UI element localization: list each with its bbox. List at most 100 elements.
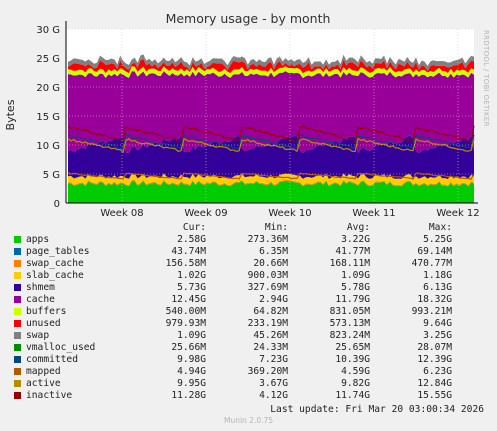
legend-swatch <box>14 392 21 399</box>
legend-cur-value: 156.58M <box>165 258 206 269</box>
legend-label: slab_cache <box>26 270 84 281</box>
series-shmem-area <box>68 135 474 180</box>
legend-cur-value: 9.98G <box>177 354 206 365</box>
legend-cur-value: 540.00M <box>165 306 206 317</box>
legend-label: unused <box>26 318 61 329</box>
plot-area: 0 5 G 10 G 15 G 20 G 25 G 30 G Week 08 Week 09 We… <box>36 21 480 219</box>
y-tick-label: 10 G <box>36 141 60 152</box>
legend-cur-value: 5.73G <box>177 282 206 293</box>
legend-max-value: 18.32G <box>417 294 452 305</box>
legend-swatch <box>14 236 21 243</box>
legend-avg-value: 11.74G <box>335 390 370 401</box>
legend-avg-value: 25.65M <box>335 342 370 353</box>
y-tick-label: 25 G <box>36 54 60 65</box>
legend-max-value: 28.07M <box>417 342 452 353</box>
legend-label: inactive <box>26 390 73 401</box>
legend-row-unused: unused 979.93M 233.19M 573.13M 9.64G <box>14 318 490 330</box>
legend-row-slab-cache: slab_cache 1.02G 900.03M 1.09G 1.18G <box>14 270 490 282</box>
legend-label: buffers <box>26 306 67 317</box>
legend-min-value: 369.20M <box>247 366 288 377</box>
legend-max-value: 69.14M <box>417 246 452 257</box>
legend-min-value: 3.67G <box>259 378 288 389</box>
y-tick-label: 30 G <box>36 25 60 36</box>
legend-avg-value: 9.82G <box>341 378 370 389</box>
legend-swatch <box>14 248 21 255</box>
legend-row-cache: cache 12.45G 2.94G 11.79G 18.32G <box>14 294 490 306</box>
legend-cur-value: 1.02G <box>177 270 206 281</box>
legend-swatch <box>14 260 21 267</box>
last-update: Last update: Fri Mar 20 03:00:34 2026 <box>270 404 484 415</box>
series-buffers-area <box>68 66 474 79</box>
legend-min-value: 24.33M <box>253 342 288 353</box>
rrdtool-watermark: RRDTOOL / TOBI OETIKER <box>482 30 490 127</box>
y-axis-label: Bytes <box>4 99 17 130</box>
legend-cur-value: 25.66M <box>171 342 206 353</box>
legend-min-value: 4.12G <box>259 390 288 401</box>
series-committed-line <box>67 133 475 151</box>
legend-row-inactive: inactive 11.28G 4.12G 11.74G 15.55G <box>14 390 490 402</box>
legend-swatch <box>14 272 21 279</box>
legend-avg-value: 3.22G <box>341 234 370 245</box>
series-apps-area <box>68 181 474 203</box>
legend-max-value: 993.21M <box>411 306 452 317</box>
series-active-line <box>67 137 475 154</box>
legend-min-value: 64.82M <box>253 306 288 317</box>
legend-label: page_tables <box>26 246 90 257</box>
y-tick-label: 0 <box>54 199 60 210</box>
legend-avg-value: 4.59G <box>341 366 370 377</box>
legend-min-value: 900.03M <box>247 270 288 281</box>
legend-max-value: 5.25G <box>423 234 452 245</box>
legend-swatch <box>14 308 21 315</box>
y-tick-label: 20 G <box>36 83 60 94</box>
legend-label: mapped <box>26 366 61 377</box>
legend-max-value: 12.84G <box>417 378 452 389</box>
x-tick-label: Week 09 <box>184 208 227 219</box>
legend-max-value: 470.77M <box>411 258 452 269</box>
legend-row-apps: apps 2.58G 273.36M 3.22G 5.25G <box>14 234 490 246</box>
legend-max-value: 3.25G <box>423 330 452 341</box>
legend-label: shmem <box>26 282 55 293</box>
legend-cur-value: 12.45G <box>171 294 206 305</box>
legend-label: committed <box>26 354 78 365</box>
x-tick-label: Week 08 <box>100 208 143 219</box>
x-tick-label: Week 11 <box>352 208 395 219</box>
legend-min-value: 233.19M <box>247 318 288 329</box>
legend-label: swap_cache <box>26 258 84 269</box>
legend-min-value: 327.69M <box>247 282 288 293</box>
legend-min-value: 273.36M <box>247 234 288 245</box>
legend-max-value: 6.23G <box>423 366 452 377</box>
legend-swatch <box>14 296 21 303</box>
legend-avg-value: 41.77M <box>335 246 370 257</box>
legend-cur-value: 9.95G <box>177 378 206 389</box>
legend-max-value: 1.18G <box>423 270 452 281</box>
legend-max-value: 15.55G <box>417 390 452 401</box>
legend-cur-value: 43.74M <box>171 246 206 257</box>
legend-cur-value: 979.93M <box>165 318 206 329</box>
legend-max-value: 6.13G <box>423 282 452 293</box>
legend-row-buffers: buffers 540.00M 64.82M 831.05M 993.21M <box>14 306 490 318</box>
legend-row-shmem: shmem 5.73G 327.69M 5.78G 6.13G <box>14 282 490 294</box>
munin-credit: Munin 2.0.75 <box>223 416 274 425</box>
legend-swatch <box>14 332 21 339</box>
legend-row-page-tables: page_tables 43.74M 6.35M 41.77M 69.14M <box>14 246 490 258</box>
legend-rows: apps 2.58G 273.36M 3.22G 5.25G page_tables 43.… <box>14 234 490 402</box>
legend-min-value: 20.66M <box>253 258 288 269</box>
legend-label: vmalloc_used <box>26 342 96 353</box>
series-cache-area <box>68 71 474 154</box>
legend-label: cache <box>26 294 55 305</box>
legend-swatch <box>14 380 21 387</box>
col-max-header: Max: <box>428 222 452 233</box>
legend-min-value: 6.35M <box>259 246 288 257</box>
legend-swatch <box>14 320 21 327</box>
legend-row-swap: swap 1.09G 45.26M 823.24M 3.25G <box>14 330 490 342</box>
legend-cur-value: 4.94G <box>177 366 206 377</box>
col-min-header: Min: <box>264 222 288 233</box>
x-tick-label: Week 12 <box>436 208 479 219</box>
memory-chart: Memory usage - by month Bytes RRDTOOL / … <box>4 11 490 219</box>
legend-avg-value: 831.05M <box>329 306 370 317</box>
legend-label: swap <box>26 330 50 341</box>
y-tick-label: 5 G <box>43 170 60 181</box>
legend-avg-value: 10.39G <box>335 354 370 365</box>
legend-cur-value: 11.28G <box>171 390 206 401</box>
legend-swatch <box>14 344 21 351</box>
